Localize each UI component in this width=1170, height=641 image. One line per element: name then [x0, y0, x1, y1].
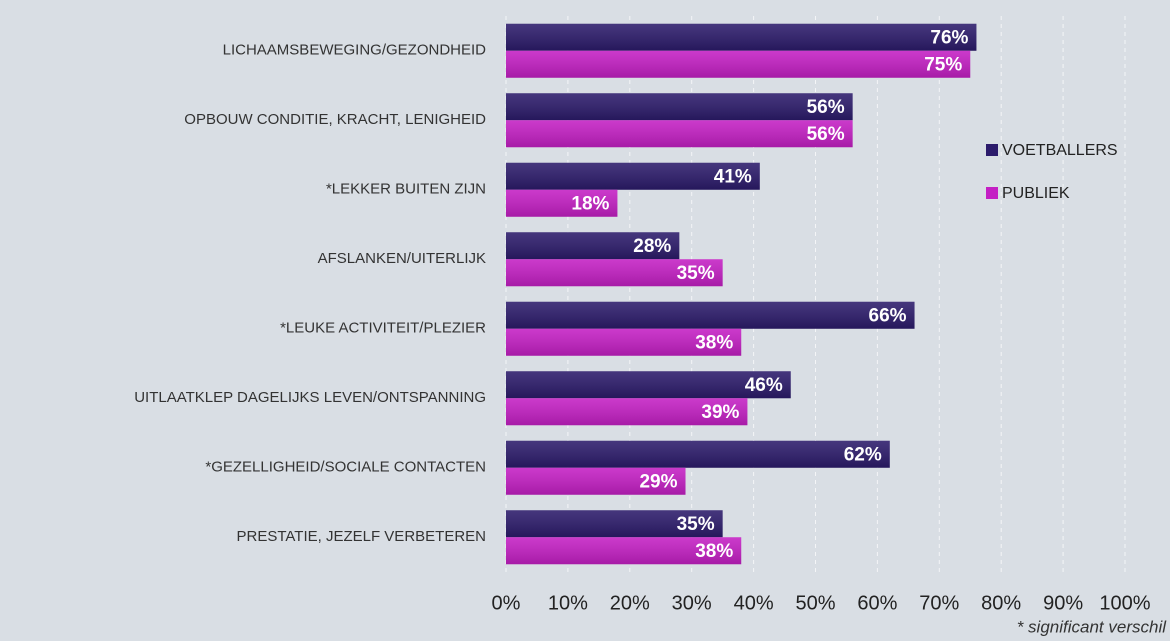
- category-label: *GEZELLIGHEID/SOCIALE CONTACTEN: [205, 459, 486, 476]
- bar-shade: [506, 371, 791, 399]
- legend-label: VOETBALLERS: [1002, 142, 1118, 159]
- bar-shade: [506, 23, 977, 51]
- value-label: 38%: [695, 332, 733, 353]
- legend-swatch: [986, 144, 998, 156]
- category-label: UITLAATKLEP DAGELIJKS LEVEN/ONTSPANNING: [134, 389, 486, 406]
- x-tick-label: 100%: [1099, 592, 1150, 614]
- x-tick-label: 10%: [548, 592, 588, 614]
- bar-shade: [506, 120, 853, 148]
- x-tick-label: 80%: [981, 592, 1021, 614]
- bar-shade: [506, 301, 915, 329]
- x-tick-label: 90%: [1043, 592, 1083, 614]
- bar-shade: [506, 398, 748, 426]
- bar-shade: [506, 259, 723, 287]
- bar-shade: [506, 440, 890, 468]
- bar-shade: [506, 93, 853, 121]
- x-tick-label: 60%: [857, 592, 897, 614]
- bar-shade: [506, 328, 742, 356]
- value-label: 35%: [677, 514, 715, 535]
- value-label: 18%: [571, 193, 609, 214]
- value-label: 39%: [701, 402, 739, 423]
- legend-swatch: [986, 187, 998, 199]
- x-tick-label: 70%: [919, 592, 959, 614]
- x-tick-label: 40%: [734, 592, 774, 614]
- bar-shade: [506, 50, 971, 78]
- category-label: AFSLANKEN/UITERLIJK: [318, 250, 486, 267]
- value-label: 66%: [869, 305, 907, 326]
- value-label: 62%: [844, 444, 882, 465]
- bar-shade: [506, 537, 742, 565]
- value-label: 56%: [807, 124, 845, 145]
- x-tick-label: 0%: [492, 592, 521, 614]
- x-tick-label: 30%: [672, 592, 712, 614]
- bar-shade: [506, 189, 618, 217]
- bar-shade: [506, 232, 680, 260]
- value-label: 46%: [745, 375, 783, 396]
- legend-label: PUBLIEK: [1002, 185, 1070, 202]
- category-label: *LEUKE ACTIVITEIT/PLEZIER: [280, 320, 486, 337]
- value-label: 56%: [807, 97, 845, 118]
- x-tick-label: 20%: [610, 592, 650, 614]
- category-label: OPBOUW CONDITIE, KRACHT, LENIGHEID: [184, 111, 486, 128]
- bar-shade: [506, 510, 723, 538]
- bar-shade: [506, 162, 760, 190]
- category-label: PRESTATIE, JEZELF VERBETEREN: [237, 528, 487, 545]
- footnote: * significant verschil: [1017, 617, 1168, 636]
- value-label: 38%: [695, 541, 733, 562]
- value-label: 28%: [633, 236, 671, 257]
- value-label: 35%: [677, 263, 715, 284]
- value-label: 41%: [714, 166, 752, 187]
- value-label: 76%: [930, 27, 968, 48]
- bar-shade: [506, 467, 686, 495]
- value-label: 29%: [639, 471, 677, 492]
- category-label: *LEKKER BUITEN ZIJN: [326, 181, 486, 198]
- x-tick-label: 50%: [795, 592, 835, 614]
- value-label: 75%: [924, 54, 962, 75]
- category-label: LICHAAMSBEWEGING/GEZONDHEID: [223, 42, 487, 59]
